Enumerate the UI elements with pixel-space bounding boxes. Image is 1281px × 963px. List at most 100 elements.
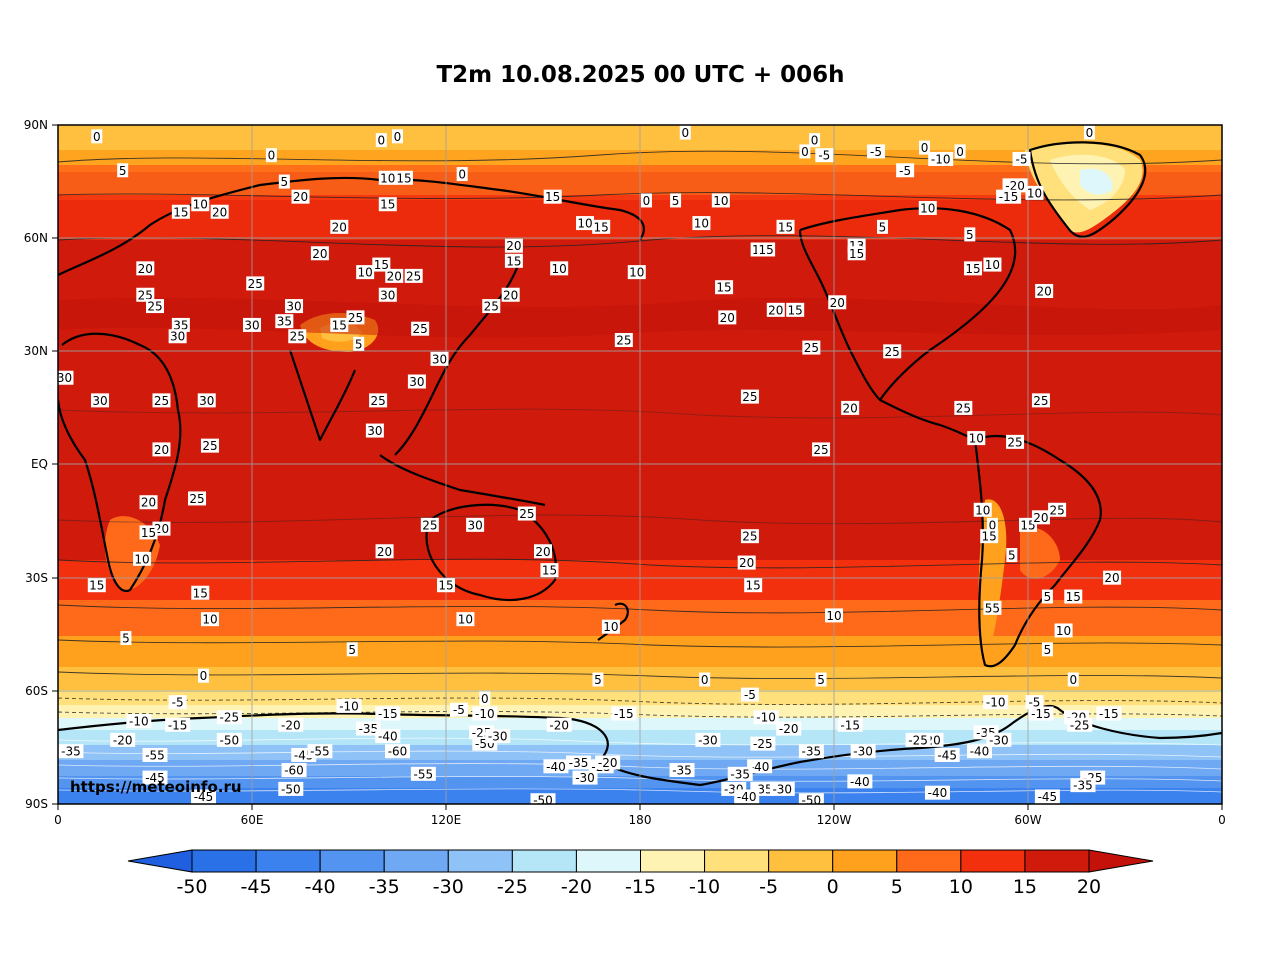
contour-label: 30 [286,300,301,314]
contour-label-bg [877,219,888,234]
contour-label-bg [986,517,998,532]
contour-label-bg [243,317,261,332]
colorbar-tick-label: -15 [625,876,656,898]
contour-label-bg [954,144,966,159]
colorbar-cell [191,849,257,873]
contour-label-bg [1041,642,1053,657]
contour-label: 30 [170,330,185,344]
contour-label: 20 [141,496,156,510]
colorbar-tick-label: -50 [176,876,207,898]
contour-label-bg [572,770,598,785]
lat-label-30n: 30N [24,344,48,358]
lon-label-120w: 120W [817,813,852,827]
contour-label-bg [753,710,779,725]
contour-label-bg [734,789,760,804]
contour-label-bg [310,246,329,261]
contour-label: -30 [772,782,792,796]
contour-label-bg [378,287,397,302]
contour-label: 0 [481,692,489,706]
contour-label-bg [776,721,802,736]
colorbar-tick-label: -20 [561,876,592,898]
contour-label: 0 [801,145,809,159]
lat-label-60s: 60S [25,684,48,698]
contour-label-bg [740,389,759,404]
contour-label: 15 [380,198,395,212]
colorbar-tick-label: 5 [891,876,903,898]
contour-label: 10 [552,262,567,276]
colorbar-tick-label: -10 [689,876,720,898]
contour-label: -35 [359,722,379,736]
contour-label-bg [799,144,811,159]
contour-label: -5 [870,145,882,159]
lon-label-60e: 60E [241,813,264,827]
contour-label: 25 [412,322,427,336]
colorbar-over-triangle [1088,849,1154,873]
contour-label: 15 [1020,518,1035,532]
contour-label: 15 [193,586,208,600]
contour-label-bg [928,151,954,166]
contour-label: 25 [189,492,204,506]
contour-label: -25 [753,737,773,751]
contour-label: 10 [577,217,592,231]
contour-label: -30 [853,745,873,759]
contour-label: -30 [575,771,595,785]
colorbar-tick-label: -35 [369,876,400,898]
contour-label: -25 [908,733,928,747]
contour-label: 25 [422,518,437,532]
contour-label: -45 [937,748,957,762]
contour-label-bg [1006,548,1018,563]
contour-label-bg [501,287,520,302]
contour-label-bg [776,219,795,234]
contour-label-bg [216,732,242,747]
contour-label-bg [757,242,776,257]
contour-label: 30 [92,394,107,408]
contour-label: 10 [826,609,841,623]
contour-label-bg [543,759,569,774]
contour-label: 25 [1049,503,1064,517]
lat-label-eq: EQ [31,457,48,471]
contour-label: 20 [768,303,783,317]
contour-label-bg [456,167,468,182]
contour-label: 25 [248,277,263,291]
contour-label: -10 [986,696,1006,710]
contour-label: -45 [145,771,165,785]
contour-label: 20 [293,190,308,204]
contour-label: 25 [147,300,162,314]
contour-label: -40 [750,760,770,774]
contour-label-bg [285,299,304,314]
contour-label: 15 [396,171,411,185]
contour-label-bg [640,193,652,208]
contour-label-bg [692,216,711,231]
colorbar: -50 -45 -40 -35 -30 -25 -20 -15 -10 -5 0 5 10 15 20 [127,849,1154,898]
colorbar-cell [255,849,321,873]
contour-label: 15 [758,243,773,257]
contour-label: 15 [173,205,188,219]
contour-label: 30 [244,318,259,332]
contour-label-bg [504,253,523,268]
contour-label: 5 [348,643,356,657]
contour-label-bg [546,717,572,732]
contour-label: 10 [629,266,644,280]
contour-label-bg [566,755,592,770]
contour-label-bg [1025,695,1044,710]
contour-label: 5 [966,228,974,242]
contour-label: 10 [202,613,217,627]
contour-label: -10 [339,699,359,713]
contour-label-bg [740,529,759,544]
contour-label-bg [740,687,759,702]
contour-label-bg [375,544,394,559]
contour-label-bg [291,189,310,204]
contour-label-bg [449,702,468,717]
lon-label-120e: 120E [431,813,462,827]
colorbar-tick-label: 10 [949,876,973,898]
contour-label-bg [1031,393,1050,408]
contour-label: 25 [290,330,305,344]
contour-label-bg [798,744,824,759]
contour-label: -5 [1028,696,1040,710]
contour-label: 10 [985,258,1000,272]
contour-label-bg [410,766,436,781]
contour-label: 20 [720,311,735,325]
contour-label: 15 [542,564,557,578]
contour-label: 0 [200,669,208,683]
contour-label: -40 [378,730,398,744]
